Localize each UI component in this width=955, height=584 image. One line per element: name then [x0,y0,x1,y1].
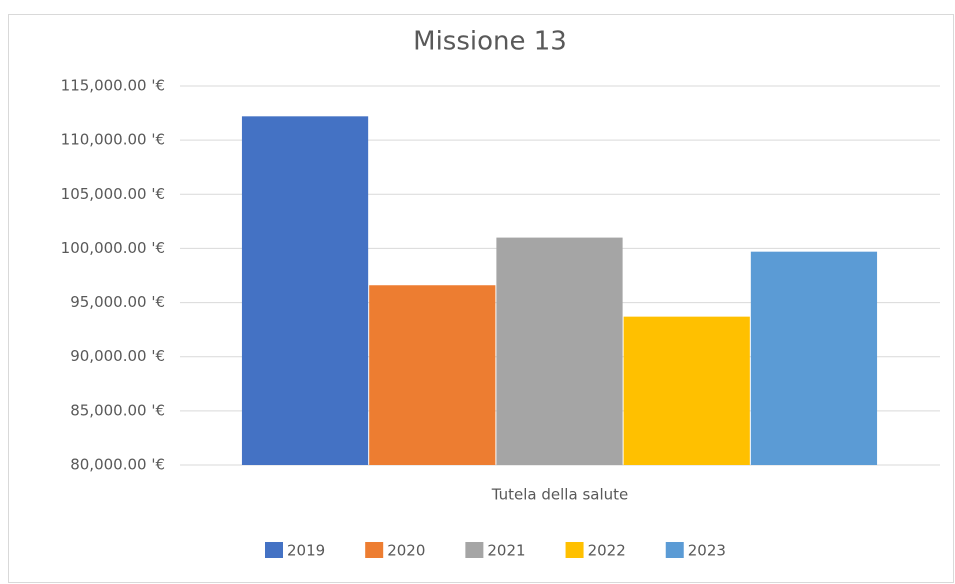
y-tick-label: 80,000.00 '€ [70,456,165,474]
bar [369,285,496,465]
legend-swatch [265,542,283,558]
y-tick-label: 105,000.00 '€ [61,185,165,203]
bar [750,251,878,465]
chart-title: Missione 13 [413,27,567,57]
legend-label: 2019 [287,542,325,560]
legend-label: 2020 [387,542,425,560]
legend-swatch [365,542,384,558]
bar [241,116,369,465]
legend-label: 2021 [487,542,525,560]
x-tick-label: Tutela della salute [491,486,628,504]
bar [623,316,750,465]
legend-swatch [665,542,684,558]
y-tick-label: 95,000.00 '€ [70,293,165,311]
legend-label: 2022 [588,542,626,560]
y-tick-label: 85,000.00 '€ [70,401,165,419]
legend-swatch [465,542,484,558]
y-tick-label: 110,000.00 '€ [61,131,165,149]
legend-swatch [565,542,584,558]
y-tick-label: 90,000.00 '€ [70,347,165,365]
bar [496,237,623,465]
y-tick-label: 115,000.00 '€ [61,77,165,95]
y-tick-label: 100,000.00 '€ [61,239,165,257]
legend-label: 2023 [688,542,726,560]
